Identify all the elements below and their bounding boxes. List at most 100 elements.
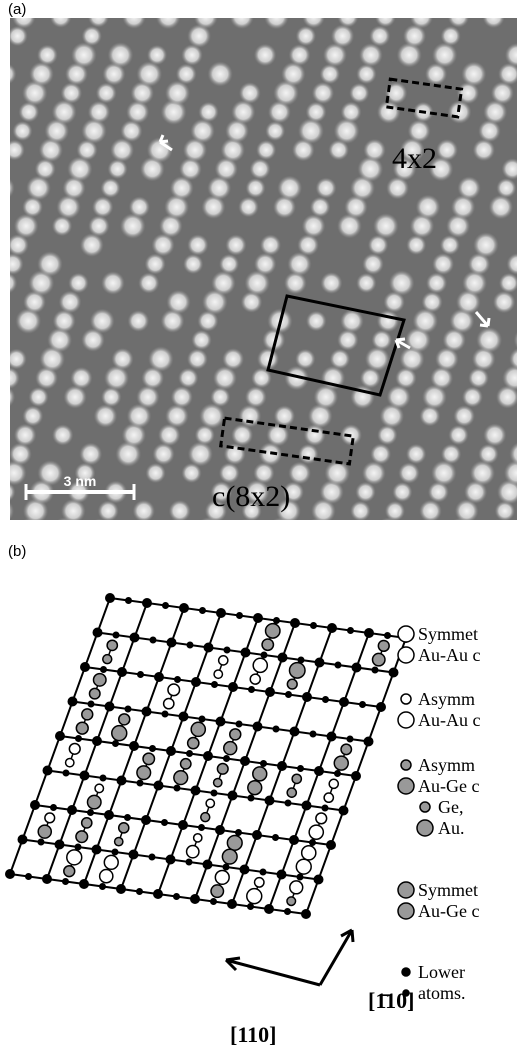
- atom: [153, 889, 163, 899]
- atom-small: [322, 696, 329, 703]
- atom-small: [25, 873, 32, 880]
- stm-blob: [100, 178, 120, 198]
- stm-blob: [296, 26, 316, 46]
- atom: [216, 717, 226, 727]
- stm-blob: [188, 441, 213, 466]
- atom: [141, 815, 151, 825]
- adatom: [82, 709, 93, 720]
- stm-blob: [183, 254, 203, 274]
- stm-blob: [341, 102, 362, 123]
- stm-blob: [371, 330, 392, 351]
- atom: [130, 633, 140, 643]
- atom: [314, 875, 324, 885]
- stm-blob: [112, 348, 134, 370]
- stm-blob: [237, 0, 258, 8]
- stm-blob: [272, 0, 294, 9]
- stm-blob: [148, 346, 174, 372]
- adatom: [222, 849, 237, 864]
- stm-blob: [50, 6, 72, 28]
- adatom: [115, 838, 123, 846]
- stm-blob: [362, 253, 384, 275]
- atom: [92, 845, 102, 855]
- atom-small: [334, 770, 341, 777]
- atom-small: [236, 612, 243, 619]
- atom: [265, 796, 275, 806]
- stm-blob: [4, 140, 25, 161]
- adatom: [64, 866, 75, 877]
- adatom: [87, 795, 101, 809]
- stm-blob: [306, 311, 327, 332]
- stm-blob: [92, 196, 113, 217]
- stm-blob: [483, 423, 506, 446]
- atom-small: [347, 736, 354, 743]
- adatom: [289, 663, 305, 679]
- stm-blob: [52, 517, 77, 542]
- panel-label: (a): [8, 1, 26, 18]
- stm-blob: [68, 273, 88, 293]
- stm-blob: [219, 254, 239, 274]
- direction-label: [1̄10]: [368, 988, 414, 1013]
- atom-small: [384, 632, 391, 639]
- atom-small: [173, 893, 180, 900]
- atom: [203, 860, 213, 870]
- stm-blob: [198, 102, 218, 122]
- legend-text: Au.: [438, 818, 465, 838]
- stm-blob: [29, 62, 54, 87]
- stm-blob: [274, 405, 295, 426]
- atom: [253, 722, 263, 732]
- stm-blob: [488, 519, 510, 541]
- atom-small: [112, 849, 119, 856]
- stm-blob: [369, 25, 390, 46]
- atom: [364, 737, 374, 747]
- stm-blob: [169, 500, 191, 522]
- atom: [154, 781, 164, 791]
- stm-blob: [245, 386, 267, 408]
- atom-small: [310, 622, 317, 629]
- stm-blob: [414, 519, 436, 541]
- atom: [339, 697, 349, 707]
- adatom: [334, 756, 348, 770]
- stm-blob: [0, 195, 9, 220]
- atom-small: [100, 666, 107, 673]
- stm-blob: [18, 518, 43, 543]
- stm-blob: [426, 272, 447, 293]
- stm-blob: [88, 215, 109, 236]
- atom-small: [223, 864, 230, 871]
- stm-blob: [302, 6, 325, 29]
- stm-blob: [0, 309, 4, 334]
- legend-text: Symmet: [418, 880, 478, 900]
- stm-blob: [156, 5, 181, 30]
- adatom: [217, 764, 228, 775]
- stm-blob: [489, 195, 513, 219]
- stm-blob: [230, 5, 254, 29]
- adatom: [262, 639, 273, 650]
- stm-blob: [239, 82, 261, 104]
- atom: [67, 805, 77, 815]
- legend-symbol: [420, 802, 430, 812]
- atom-small: [272, 834, 279, 841]
- atom: [302, 801, 312, 811]
- legend-symbol: [398, 626, 414, 642]
- adatom: [287, 788, 296, 797]
- stm-blob: [362, 461, 386, 485]
- stm-blob: [349, 83, 369, 103]
- stm-blob: [385, 501, 405, 521]
- atom-small: [260, 869, 267, 876]
- adatom: [187, 845, 199, 857]
- stm-blob: [152, 443, 174, 465]
- stm-blob: [419, 500, 442, 523]
- adatom: [296, 859, 311, 874]
- stm-blob: [88, 101, 111, 124]
- stm-blob: [178, 368, 198, 388]
- atom: [240, 865, 250, 875]
- adatom: [302, 846, 316, 860]
- adatom: [82, 818, 92, 828]
- stm-blob: [440, 235, 460, 255]
- adatom: [230, 729, 241, 740]
- stm-blob: [108, 42, 134, 68]
- stm-blob: [0, 101, 2, 122]
- legend-text: Asymm: [418, 689, 475, 709]
- atom: [327, 623, 337, 633]
- adatom: [168, 684, 180, 696]
- stm-blob: [70, 367, 92, 389]
